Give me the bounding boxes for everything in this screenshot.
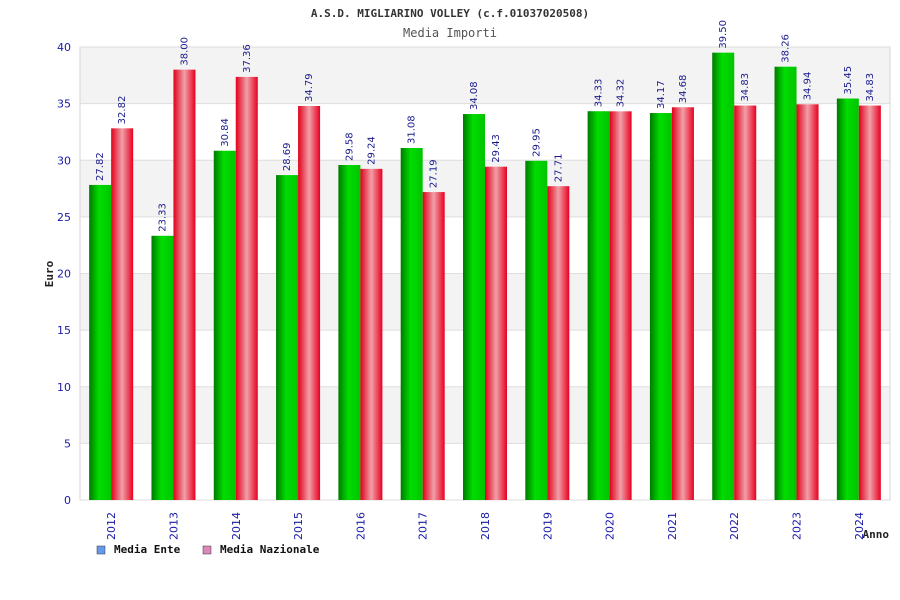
y-axis-ticks: 0 5 10 15 20 25 30 35 40 [57, 41, 71, 507]
y-tick-label: 35 [57, 98, 71, 111]
y-tick-label: 25 [57, 211, 71, 224]
x-axis-ticks: 2012 2013 2014 2015 2016 2017 2018 2019 2020 2021… [105, 512, 866, 540]
bar-media-nazionale-2023 [796, 104, 819, 500]
bar-media-nazionale-2021 [671, 107, 694, 501]
x-tick-label: 2021 [666, 512, 679, 540]
data-label-media-nazionale-2015: 34.79 [304, 73, 315, 102]
legend: Media Ente Media Nazionale [96, 543, 320, 556]
bar-media-nazionale-2024 [858, 105, 881, 501]
plot-band [80, 47, 890, 104]
bar-media-nazionale-2020 [609, 111, 632, 501]
bar-media-nazionale-2018 [485, 166, 507, 500]
bar-media-nazionale-2022 [734, 105, 757, 501]
data-label-media-ente-2014: 30.84 [220, 118, 231, 147]
y-tick-label: 15 [57, 324, 71, 337]
data-labels: 27.82 32.82 23.33 38.00 30.84 37.36 28.69 34.79… [95, 20, 876, 232]
y-tick-label: 20 [57, 268, 71, 281]
data-label-media-ente-2024: 35.45 [843, 66, 854, 95]
bar-media-ente-2019 [525, 160, 548, 500]
x-tick-label: 2015 [292, 512, 305, 540]
y-axis-title: Euro [43, 260, 56, 287]
x-tick-label: 2020 [604, 512, 617, 540]
data-label-media-nazionale-2018: 29.43 [491, 134, 502, 163]
bar-media-nazionale-2014 [235, 76, 258, 500]
y-tick-label: 30 [57, 154, 71, 167]
data-label-media-ente-2021: 34.17 [656, 80, 667, 109]
bar-media-ente-2017 [400, 148, 423, 501]
data-label-media-nazionale-2017: 27.19 [429, 159, 440, 188]
bar-media-ente-2014 [213, 150, 236, 500]
data-label-media-ente-2023: 38.26 [781, 34, 792, 63]
chart-title: A.S.D. MIGLIARINO VOLLEY (c.f.0103702050… [311, 7, 589, 20]
x-tick-label: 2018 [479, 512, 492, 540]
data-label-media-ente-2019: 29.95 [531, 128, 542, 157]
data-label-media-ente-2013: 23.33 [157, 203, 168, 232]
legend-label-media-nazionale: Media Nazionale [220, 543, 320, 556]
data-label-media-ente-2018: 34.08 [469, 81, 480, 110]
bar-media-nazionale-2016 [360, 168, 383, 500]
x-tick-label: 2023 [791, 512, 804, 540]
data-label-media-nazionale-2020: 34.32 [616, 79, 627, 108]
data-label-media-ente-2016: 29.58 [344, 132, 355, 161]
y-tick-label: 0 [64, 494, 71, 507]
data-label-media-nazionale-2014: 37.36 [242, 44, 253, 73]
data-label-media-ente-2017: 31.08 [407, 115, 418, 144]
data-label-media-nazionale-2024: 34.83 [865, 73, 876, 102]
bar-media-ente-2013 [151, 235, 174, 500]
data-label-media-nazionale-2019: 27.71 [553, 154, 564, 183]
x-tick-label: 2016 [354, 512, 367, 540]
data-label-media-nazionale-2016: 29.24 [366, 136, 377, 165]
bar-media-nazionale-2019 [547, 186, 570, 500]
bar-media-ente-2022 [712, 52, 735, 500]
data-label-media-ente-2012: 27.82 [95, 152, 106, 181]
bar-media-ente-2018 [463, 114, 485, 500]
bar-media-nazionale-2012 [111, 128, 134, 500]
chart-subtitle: Media Importi [403, 26, 497, 40]
bar-media-ente-2015 [276, 175, 299, 500]
data-label-media-ente-2020: 34.33 [594, 79, 605, 108]
data-label-media-nazionale-2022: 34.83 [740, 73, 751, 102]
x-tick-label: 2013 [167, 512, 180, 540]
bar-media-nazionale-2017 [422, 192, 445, 501]
bar-media-ente-2021 [649, 113, 672, 500]
data-label-media-nazionale-2013: 38.00 [179, 37, 190, 66]
data-label-media-ente-2015: 28.69 [282, 142, 293, 171]
legend-label-media-ente: Media Ente [114, 543, 181, 556]
x-tick-label: 2014 [230, 512, 243, 540]
x-tick-label: 2019 [541, 512, 554, 540]
data-label-media-nazionale-2023: 34.94 [803, 72, 814, 101]
bar-media-nazionale-2013 [173, 69, 196, 501]
x-tick-label: 2012 [105, 512, 118, 540]
data-label-media-nazionale-2021: 34.68 [678, 75, 689, 104]
legend-swatch-media-nazionale [202, 545, 212, 555]
bars [89, 52, 881, 501]
bar-media-ente-2012 [89, 184, 112, 500]
legend-swatch-media-ente [96, 545, 106, 555]
x-tick-label: 2022 [728, 512, 741, 540]
bar-media-ente-2024 [836, 98, 859, 500]
x-tick-label: 2024 [853, 512, 866, 540]
x-tick-label: 2017 [417, 512, 430, 540]
y-tick-label: 10 [57, 381, 71, 394]
y-tick-label: 40 [57, 41, 71, 54]
y-tick-label: 5 [64, 437, 71, 450]
bar-media-ente-2016 [338, 165, 361, 500]
bar-media-ente-2023 [774, 66, 797, 500]
x-axis-title: Anno [863, 528, 890, 541]
data-label-media-nazionale-2012: 32.82 [117, 96, 128, 125]
bar-media-nazionale-2015 [298, 106, 321, 501]
bar-media-ente-2020 [587, 111, 610, 500]
data-label-media-ente-2022: 39.50 [718, 20, 729, 49]
